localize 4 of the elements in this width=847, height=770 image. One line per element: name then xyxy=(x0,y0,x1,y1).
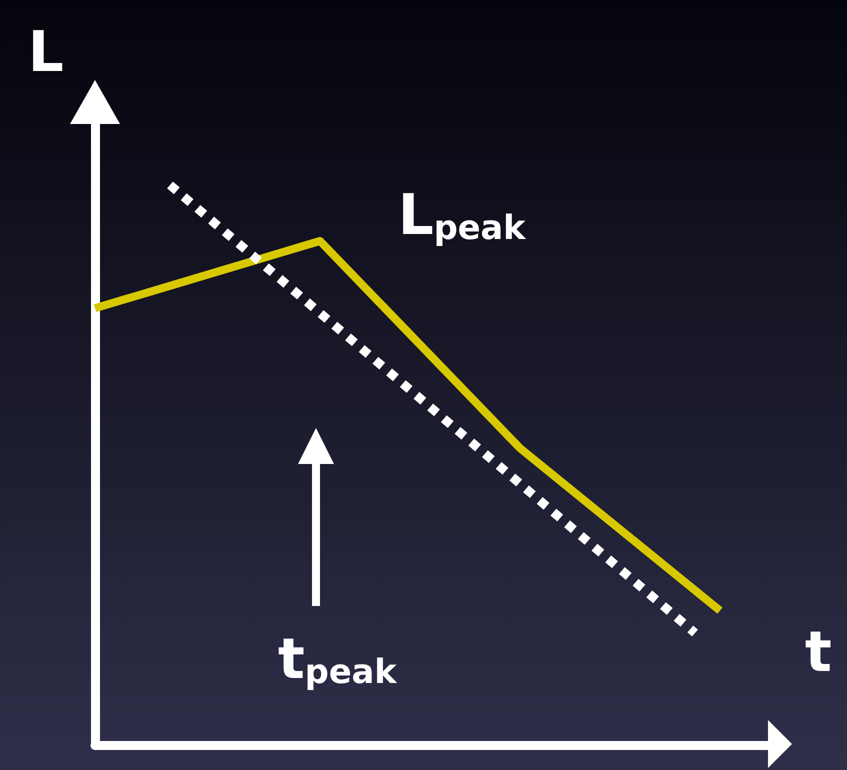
annotation: t$_{peak}$ xyxy=(278,627,397,692)
y-axis-title: L xyxy=(28,20,64,85)
x-axis-title: t xyxy=(805,620,832,685)
annotation: L$_{peak}$ xyxy=(398,183,526,248)
